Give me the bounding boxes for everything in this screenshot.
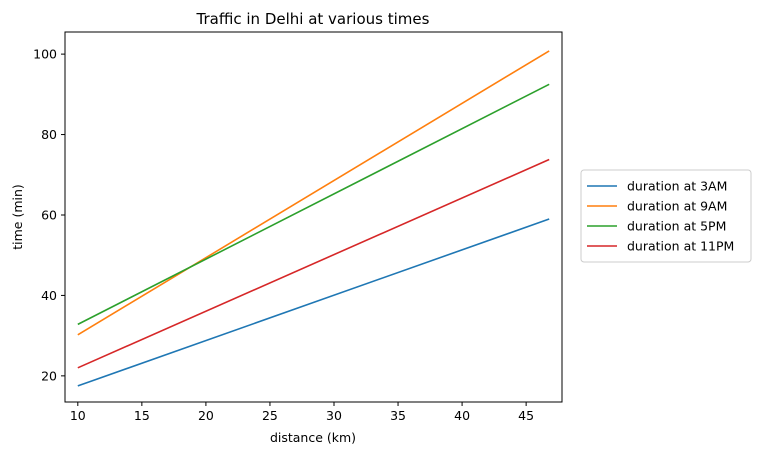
y-tick-label-0: 20 — [41, 368, 57, 383]
legend-label-0: duration at 3AM — [627, 179, 727, 194]
series-line-3 — [77, 158, 550, 369]
plot-area — [77, 50, 550, 387]
y-tick-label-2: 60 — [41, 207, 57, 222]
legend-label-3: duration at 11PM — [627, 239, 734, 254]
legend-label-2: duration at 5PM — [627, 219, 726, 234]
y-tick-label-1: 40 — [41, 288, 57, 303]
x-axis-label: distance (km) — [270, 430, 356, 445]
series-line-0 — [77, 218, 550, 387]
legend: duration at 3AM duration at 9AM duration a… — [580, 169, 752, 263]
x-tick-label-3: 25 — [262, 408, 278, 423]
x-tick-label-0: 10 — [70, 408, 86, 423]
legend-label-1: duration at 9AM — [627, 199, 727, 214]
y-axis-label: time (min) — [10, 184, 25, 250]
x-tick-label-7: 45 — [518, 408, 534, 423]
legend-frame — [580, 169, 752, 263]
x-tick-label-6: 40 — [454, 408, 470, 423]
y-tick-label-4: 100 — [33, 47, 57, 62]
x-axis: 10 15 20 25 30 35 40 45 — [70, 402, 534, 423]
x-tick-label-1: 15 — [134, 408, 150, 423]
series-line-1 — [77, 50, 550, 336]
chart-title: Traffic in Delhi at various times — [196, 10, 430, 28]
y-tick-label-3: 80 — [41, 127, 57, 142]
x-tick-label-5: 35 — [390, 408, 406, 423]
series-line-2 — [77, 83, 550, 326]
plot-frame — [64, 31, 563, 403]
x-tick-label-2: 20 — [198, 408, 214, 423]
x-tick-label-4: 30 — [326, 408, 342, 423]
y-axis: 20 40 60 80 100 — [33, 47, 65, 383]
